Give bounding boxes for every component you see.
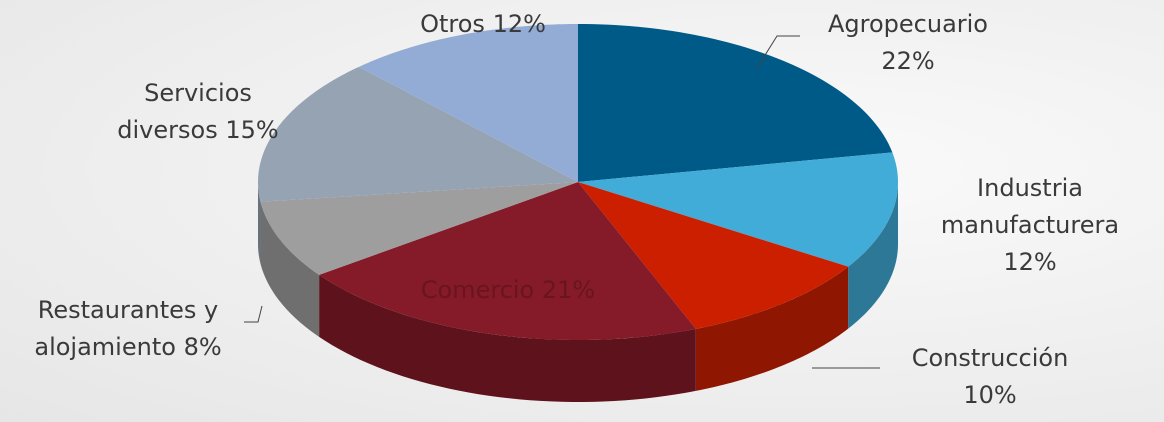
slice [258, 66, 578, 202]
leader-line [244, 305, 263, 323]
leader-line [756, 35, 800, 69]
slice-label: Servicios diversos 15% [100, 75, 296, 149]
value-label: 12% [1003, 248, 1057, 276]
slice-label: Restaurantes y alojamiento 8% [3, 292, 253, 366]
value-label: 10% [963, 381, 1017, 409]
slice-label: Otros 12% [383, 6, 583, 43]
category: Agropecuario [827, 10, 988, 38]
value-label: 21% [541, 276, 596, 304]
slice [358, 24, 578, 182]
value-label: 15% [225, 116, 279, 144]
category: Restaurantes y alojamiento [34, 296, 219, 361]
slice-side [260, 201, 320, 337]
slice-side [848, 182, 898, 329]
slice-label: Comercio 21% [368, 272, 648, 309]
value-label: 12% [492, 10, 546, 38]
slice-label: Agropecuario 22% [778, 6, 1038, 80]
category: Industria manufacturera [940, 174, 1120, 239]
value-label: 22% [881, 47, 935, 75]
slice-side [695, 266, 849, 391]
slice-side [258, 182, 261, 264]
category: Construcción [911, 344, 1069, 372]
slice-label: Industria manufacturera 12% [905, 170, 1155, 281]
slice-side [319, 274, 696, 402]
category: Servicios diversos [117, 79, 252, 144]
slice [578, 152, 898, 267]
slice [319, 182, 696, 340]
slice [578, 24, 893, 182]
slice [260, 182, 578, 275]
slice-label: Construcción 10% [870, 340, 1110, 414]
value-label: 8% [183, 333, 222, 361]
slice [578, 182, 849, 329]
category: Otros [420, 10, 485, 38]
category: Comercio [420, 276, 535, 304]
